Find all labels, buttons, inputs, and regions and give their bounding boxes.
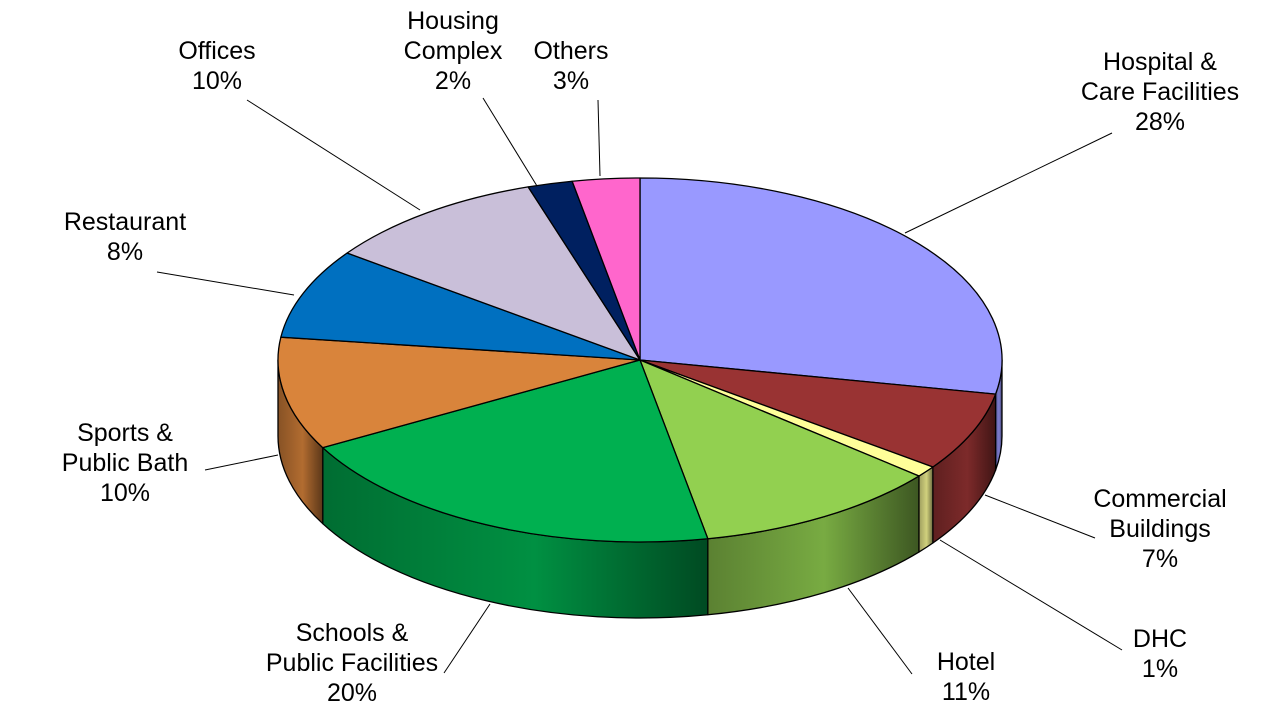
slice-name-line-2: DHC [1133,625,1187,653]
slice-percent-0: 28% [1135,108,1185,136]
slice-label-9: Others 3% [533,37,608,95]
slice-name-line-8: Complex [404,37,503,65]
slice-label-7: Offices 10% [178,37,255,95]
leader-line-3 [847,587,913,675]
slice-percent-8: 2% [435,67,471,95]
slice-label-0: Hospital & Care Facilities 28% [1081,48,1239,136]
slice-name-line-6: Restaurant [64,208,186,236]
pie-slice-6 [280,252,641,361]
slice-percent-1: 7% [1142,545,1178,573]
slice-name-line-5: Public Bath [62,449,188,477]
slice-name-line-0: Hospital & [1103,48,1217,76]
leader-line-8 [482,97,538,187]
slice-percent-6: 8% [107,238,143,266]
slice-percent-4: 20% [327,679,377,707]
pie-slice-3 [639,359,920,540]
leader-lines [156,97,1123,675]
slice-percent-3: 11% [942,678,990,706]
slice-label-5: Sports & Public Bath 10% [62,419,188,507]
pie-slice-7 [346,186,641,361]
slice-name-line-1: Commercial [1093,485,1226,513]
slice-percent-7: 10% [192,67,242,95]
leader-line-0 [904,132,1113,234]
slice-label-3: Hotel 11% [937,648,995,706]
pie-slice-9 [571,177,641,361]
slice-label-4: Schools & Public Facilities 20% [266,619,438,707]
leader-line-1 [984,494,1096,539]
slice-label-6: Restaurant 8% [64,208,186,266]
slice-name-line-3: Hotel [937,648,995,676]
leader-line-2 [939,539,1123,651]
pie-slice-4 [322,359,709,543]
pie-slice-1 [639,359,997,468]
leader-line-9 [597,99,601,177]
slice-percent-9: 3% [553,67,589,95]
slice-name-line-0: Care Facilities [1081,78,1239,106]
slice-percent-5: 10% [100,479,150,507]
slice-percent-2: 1% [1142,655,1178,683]
slice-name-line-5: Sports & [77,419,173,447]
slice-name-line-9: Others [533,37,608,65]
pie-slice-5 [277,336,641,449]
slice-name-line-4: Schools & [296,619,409,647]
pie-slice-0 [639,177,1003,395]
slice-name-line-1: Buildings [1109,515,1210,543]
leader-line-6 [156,271,295,296]
pie-side-2 [918,466,934,553]
slice-name-line-8: Housing [407,7,499,35]
leader-line-4 [443,603,491,674]
slice-label-1: Commercial Buildings 7% [1093,485,1226,573]
slice-label-8: Housing Complex 2% [404,7,503,95]
leader-line-7 [246,99,421,211]
slice-labels: Hospital & Care Facilities 28% Commercial Bu… [62,7,1239,707]
leader-line-5 [204,454,279,471]
slice-name-line-4: Public Facilities [266,649,438,677]
pie-top-faces [277,177,1003,543]
slice-label-2: DHC 1% [1133,625,1187,683]
slice-name-line-7: Offices [178,37,255,65]
